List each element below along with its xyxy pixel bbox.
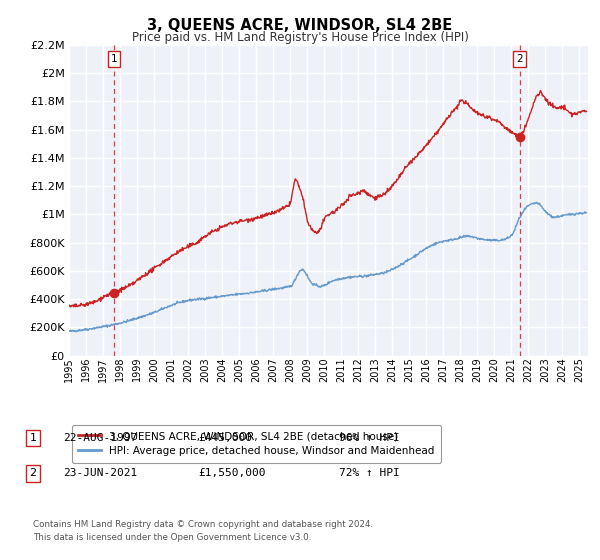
Text: Price paid vs. HM Land Registry's House Price Index (HPI): Price paid vs. HM Land Registry's House …	[131, 31, 469, 44]
Text: £1,550,000: £1,550,000	[198, 468, 265, 478]
Text: 23-JUN-2021: 23-JUN-2021	[63, 468, 137, 478]
Text: 3, QUEENS ACRE, WINDSOR, SL4 2BE: 3, QUEENS ACRE, WINDSOR, SL4 2BE	[148, 18, 452, 33]
Text: Contains HM Land Registry data © Crown copyright and database right 2024.: Contains HM Land Registry data © Crown c…	[33, 520, 373, 529]
Text: 1: 1	[29, 433, 37, 443]
Text: 22-AUG-1997: 22-AUG-1997	[63, 433, 137, 443]
Text: 96% ↑ HPI: 96% ↑ HPI	[339, 433, 400, 443]
Text: This data is licensed under the Open Government Licence v3.0.: This data is licensed under the Open Gov…	[33, 533, 311, 542]
Text: 2: 2	[29, 468, 37, 478]
Text: 2: 2	[516, 54, 523, 64]
Text: 72% ↑ HPI: 72% ↑ HPI	[339, 468, 400, 478]
Text: 1: 1	[110, 54, 117, 64]
Text: £445,000: £445,000	[198, 433, 252, 443]
Legend: 3, QUEENS ACRE, WINDSOR, SL4 2BE (detached house), HPI: Average price, detached : 3, QUEENS ACRE, WINDSOR, SL4 2BE (detach…	[71, 424, 441, 463]
